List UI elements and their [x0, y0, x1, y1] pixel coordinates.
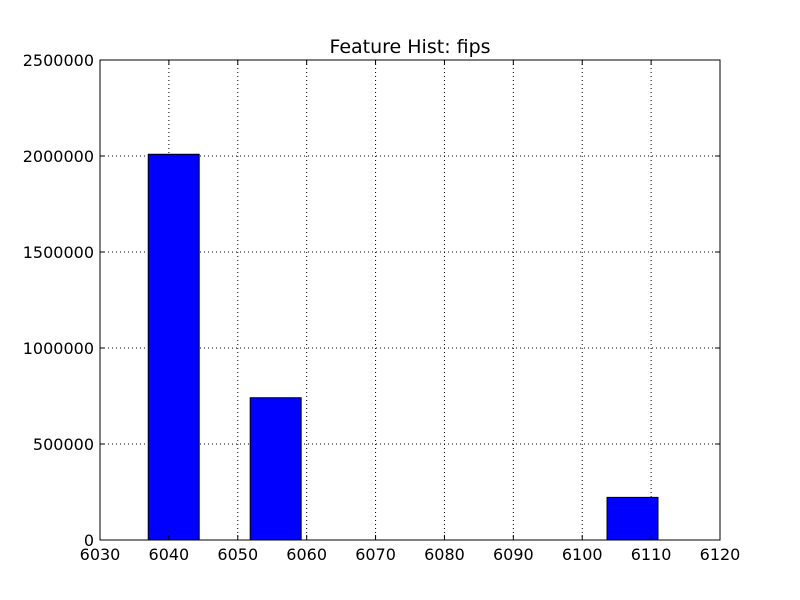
x-tick-label-1: 6040 — [149, 545, 190, 564]
y-tick-label-3: 1500000 — [23, 243, 94, 262]
y-tick-label-1: 500000 — [33, 435, 94, 454]
bar-9 — [606, 496, 659, 541]
x-tick-label-4: 6070 — [355, 545, 396, 564]
chart-title: Feature Hist: fips — [329, 36, 490, 58]
y-tick-label-4: 2000000 — [23, 147, 94, 166]
x-tick-label-9: 6120 — [700, 545, 741, 564]
y-tick-label-5: 2500000 — [23, 51, 94, 70]
plot-frame — [99, 59, 721, 541]
axis-ticks — [99, 59, 721, 541]
y-tick-labels: 0 500000 1000000 1500000 2000000 2500000 — [23, 51, 94, 550]
x-tick-labels: 6030 6040 6050 6060 6070 6080 6090 6100 6110 6120 — [80, 545, 741, 564]
x-tick-label-2: 6050 — [217, 545, 258, 564]
x-tick-label-3: 6060 — [286, 545, 327, 564]
bar-0 — [147, 153, 200, 541]
x-tick-label-7: 6100 — [562, 545, 603, 564]
bar-2 — [249, 397, 302, 541]
x-tick-label-5: 6080 — [424, 545, 465, 564]
x-tick-label-0: 6030 — [80, 545, 121, 564]
x-tick-label-6: 6090 — [493, 545, 534, 564]
grid-lines — [100, 60, 720, 540]
y-tick-label-0: 0 — [84, 531, 94, 550]
y-tick-label-2: 1000000 — [23, 339, 94, 358]
x-tick-label-8: 6110 — [631, 545, 672, 564]
